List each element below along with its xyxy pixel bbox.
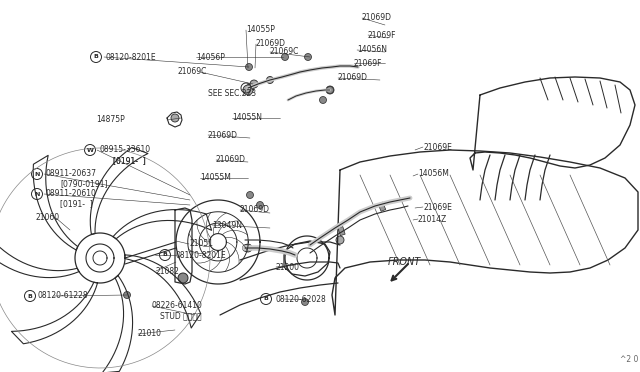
Circle shape <box>246 84 254 92</box>
Circle shape <box>246 192 253 199</box>
Circle shape <box>305 54 312 61</box>
Text: 21060: 21060 <box>36 214 60 222</box>
Text: 21051: 21051 <box>189 240 213 248</box>
Text: 21069E: 21069E <box>423 142 452 151</box>
Circle shape <box>243 244 250 251</box>
Text: 14055N: 14055N <box>232 113 262 122</box>
Text: B: B <box>264 296 268 301</box>
Text: 21069D: 21069D <box>338 74 368 83</box>
Text: 14875P: 14875P <box>96 115 125 125</box>
Circle shape <box>266 77 273 83</box>
Text: 21082: 21082 <box>156 266 180 276</box>
Circle shape <box>301 298 308 305</box>
Circle shape <box>282 54 289 61</box>
Text: 21069E: 21069E <box>423 202 452 212</box>
Bar <box>378 202 386 211</box>
Text: 14056N: 14056N <box>357 45 387 55</box>
Text: ^2 0  00 .: ^2 0 00 . <box>620 356 640 365</box>
Text: 21069F: 21069F <box>354 58 383 67</box>
Text: 21200: 21200 <box>276 263 300 272</box>
Text: 08911-20637: 08911-20637 <box>46 170 97 179</box>
Text: 14056P: 14056P <box>196 52 225 61</box>
Text: 21069D: 21069D <box>216 155 246 164</box>
Circle shape <box>171 114 179 122</box>
Circle shape <box>326 87 333 93</box>
Text: 08120-8201E: 08120-8201E <box>106 52 157 61</box>
Text: 08915-33610: 08915-33610 <box>99 145 150 154</box>
Text: 13049N: 13049N <box>212 221 242 230</box>
Text: 14056M: 14056M <box>418 170 449 179</box>
Bar <box>338 227 345 235</box>
Circle shape <box>244 244 252 252</box>
Text: 21069C: 21069C <box>270 48 300 57</box>
Text: 14055M: 14055M <box>200 173 231 183</box>
Text: SEE SEC.223: SEE SEC.223 <box>208 89 256 97</box>
Text: 08911-20610: 08911-20610 <box>46 189 97 199</box>
Text: B: B <box>28 294 33 298</box>
Text: 08120-8201E: 08120-8201E <box>175 250 226 260</box>
Text: [0191-  ]: [0191- ] <box>113 157 146 166</box>
Text: [0191-  ]: [0191- ] <box>113 157 146 166</box>
Text: 21069D: 21069D <box>208 131 238 140</box>
Circle shape <box>257 202 264 208</box>
Text: 21069D: 21069D <box>362 13 392 22</box>
Text: 21014Z: 21014Z <box>418 215 447 224</box>
Text: FRONT: FRONT <box>388 257 421 267</box>
Text: 08120-61228: 08120-61228 <box>38 292 88 301</box>
Text: 21069F: 21069F <box>368 31 397 39</box>
Circle shape <box>319 96 326 103</box>
Circle shape <box>243 85 253 95</box>
Text: 14055P: 14055P <box>246 26 275 35</box>
Circle shape <box>124 292 131 298</box>
Circle shape <box>178 273 188 283</box>
Text: 08120-62028: 08120-62028 <box>276 295 327 304</box>
Circle shape <box>246 64 253 71</box>
Text: STUD スタッド: STUD スタッド <box>160 311 202 321</box>
Text: N: N <box>35 192 40 196</box>
Circle shape <box>326 86 334 94</box>
Circle shape <box>250 80 258 88</box>
Text: 21069C: 21069C <box>178 67 207 77</box>
Text: B: B <box>163 253 168 257</box>
Text: 21010: 21010 <box>138 330 162 339</box>
Text: B: B <box>93 55 99 60</box>
Text: N: N <box>35 171 40 176</box>
Text: 21069D: 21069D <box>240 205 270 215</box>
Text: [0191-  ]: [0191- ] <box>60 199 93 208</box>
Text: [0790-0191]: [0790-0191] <box>60 180 108 189</box>
Circle shape <box>336 236 344 244</box>
Text: W: W <box>86 148 93 153</box>
Text: 21069D: 21069D <box>256 39 286 48</box>
Text: 08226-61410: 08226-61410 <box>152 301 203 311</box>
